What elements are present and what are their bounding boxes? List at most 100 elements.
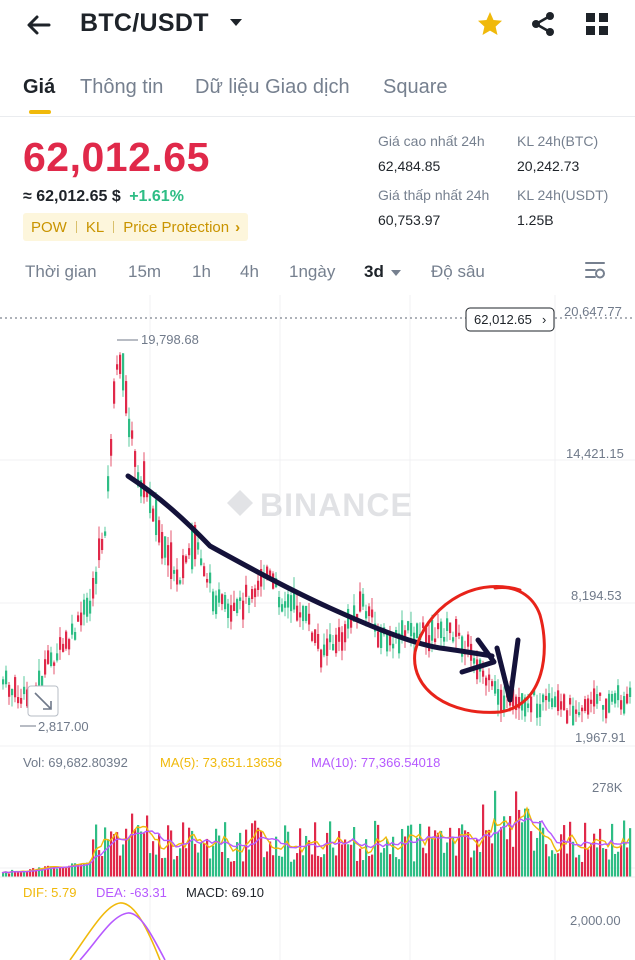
volume-bar xyxy=(329,821,332,877)
volume-bar xyxy=(128,838,131,877)
volume-bar xyxy=(20,871,23,877)
volume-bar xyxy=(176,855,179,877)
candle-body xyxy=(542,694,545,703)
candle-body xyxy=(467,634,470,647)
volume-bar xyxy=(74,863,77,877)
current-price-tag[interactable]: 62,012.65 › xyxy=(465,307,555,332)
volume-bar xyxy=(170,830,173,877)
caret-down-icon[interactable] xyxy=(389,266,403,280)
caret-down-icon[interactable] xyxy=(226,12,246,32)
interval-time[interactable]: Thời gian xyxy=(25,262,97,281)
interval-4h[interactable]: 4h xyxy=(240,262,259,281)
tag-price-protection[interactable]: Price Protection xyxy=(123,218,230,236)
interval-1day[interactable]: 1ngày xyxy=(289,262,336,281)
volume-bar xyxy=(566,853,569,877)
candle-body xyxy=(125,381,128,414)
volume-bar xyxy=(98,850,101,877)
top-bar: BTC/USDT xyxy=(0,0,635,50)
volume-bar xyxy=(278,855,281,877)
volume-bar xyxy=(500,827,503,877)
volume-bar xyxy=(116,832,119,877)
vol-btc-value: 20,242.73 xyxy=(517,158,580,174)
volume-bar xyxy=(140,831,143,877)
volume-bar xyxy=(287,831,290,877)
volume-bar xyxy=(227,858,230,877)
candle-body xyxy=(98,538,101,561)
volume-bar xyxy=(434,830,437,877)
candle-body xyxy=(104,531,107,536)
candle-body xyxy=(443,636,446,642)
tab-square[interactable]: Square xyxy=(383,76,448,98)
volume-bar xyxy=(8,873,11,877)
candle-body xyxy=(605,698,608,719)
candle-body xyxy=(365,611,368,619)
volume-bar xyxy=(494,790,497,877)
candle-body xyxy=(236,599,239,614)
candle-body xyxy=(131,430,134,439)
volume-bar xyxy=(104,827,107,877)
candle-body xyxy=(146,490,149,498)
volume-bar xyxy=(269,841,272,877)
candle-body xyxy=(551,698,554,708)
volume-bar xyxy=(275,836,278,877)
tab-info[interactable]: Thông tin xyxy=(80,76,164,98)
candle-body xyxy=(323,644,326,656)
candle-body xyxy=(341,632,344,651)
candle-body xyxy=(431,619,434,641)
volume-bar xyxy=(590,843,593,877)
candle-body xyxy=(107,476,110,492)
interval-15m[interactable]: 15m xyxy=(128,262,162,281)
volume-bar xyxy=(446,842,449,877)
binance-watermark: BINANCE xyxy=(227,487,412,523)
axis-label-top: 20,647.77 xyxy=(564,304,622,319)
candle-body xyxy=(572,705,575,726)
candle-body xyxy=(113,381,116,404)
volume-bar xyxy=(86,862,89,877)
candle-body xyxy=(581,707,584,712)
volume-bar xyxy=(233,861,236,877)
chevron-right-icon: › xyxy=(235,218,241,236)
interval-3d[interactable]: 3d xyxy=(364,262,384,281)
volume-bar xyxy=(224,822,227,877)
volume-bar xyxy=(263,857,266,877)
candle-body xyxy=(575,709,578,714)
candlestick-chart[interactable]: BINANCE 19,798.68 2,817.00 20,647.77 14,… xyxy=(0,292,635,960)
candle-body xyxy=(38,670,41,690)
reset-zoom-icon[interactable] xyxy=(27,685,59,717)
candle-body xyxy=(278,596,281,608)
tab-price[interactable]: Giá xyxy=(23,76,56,98)
candle-body xyxy=(251,589,254,600)
candle-body xyxy=(140,480,143,497)
axis-label-3: 8,194.53 xyxy=(571,588,622,603)
volume-bar xyxy=(293,859,296,877)
chart-settings-icon[interactable] xyxy=(584,259,606,281)
tab-trading-data[interactable]: Dữ liệu Giao dịch xyxy=(195,76,350,98)
tag-strip[interactable]: POW KL Price Protection › xyxy=(23,213,249,241)
volume-bar xyxy=(491,843,494,877)
volume-ma5-line xyxy=(1,806,630,874)
candle-body xyxy=(623,696,626,714)
candle-body xyxy=(326,638,329,656)
candle-body xyxy=(59,637,62,650)
last-price: 62,012.65 xyxy=(23,134,210,180)
pair-title[interactable]: BTC/USDT xyxy=(80,9,209,37)
candle-body xyxy=(545,695,548,701)
candle-body xyxy=(614,693,617,704)
star-icon[interactable] xyxy=(474,8,506,40)
volume-bar xyxy=(308,840,311,877)
candle-body xyxy=(482,670,485,677)
candle-body xyxy=(329,634,332,643)
volume-bar xyxy=(425,853,428,877)
volume-bar xyxy=(569,821,572,877)
candle-body xyxy=(101,539,104,551)
tag-pow[interactable]: POW xyxy=(31,218,67,236)
candle-body xyxy=(41,675,44,689)
grid-icon[interactable] xyxy=(581,8,613,40)
share-icon[interactable] xyxy=(527,8,559,40)
back-arrow-icon[interactable] xyxy=(22,8,56,42)
interval-depth[interactable]: Độ sâu xyxy=(431,262,485,281)
interval-1h[interactable]: 1h xyxy=(192,262,211,281)
candle-body xyxy=(152,508,155,522)
candle-body xyxy=(65,631,68,649)
tag-kl[interactable]: KL xyxy=(85,218,105,236)
